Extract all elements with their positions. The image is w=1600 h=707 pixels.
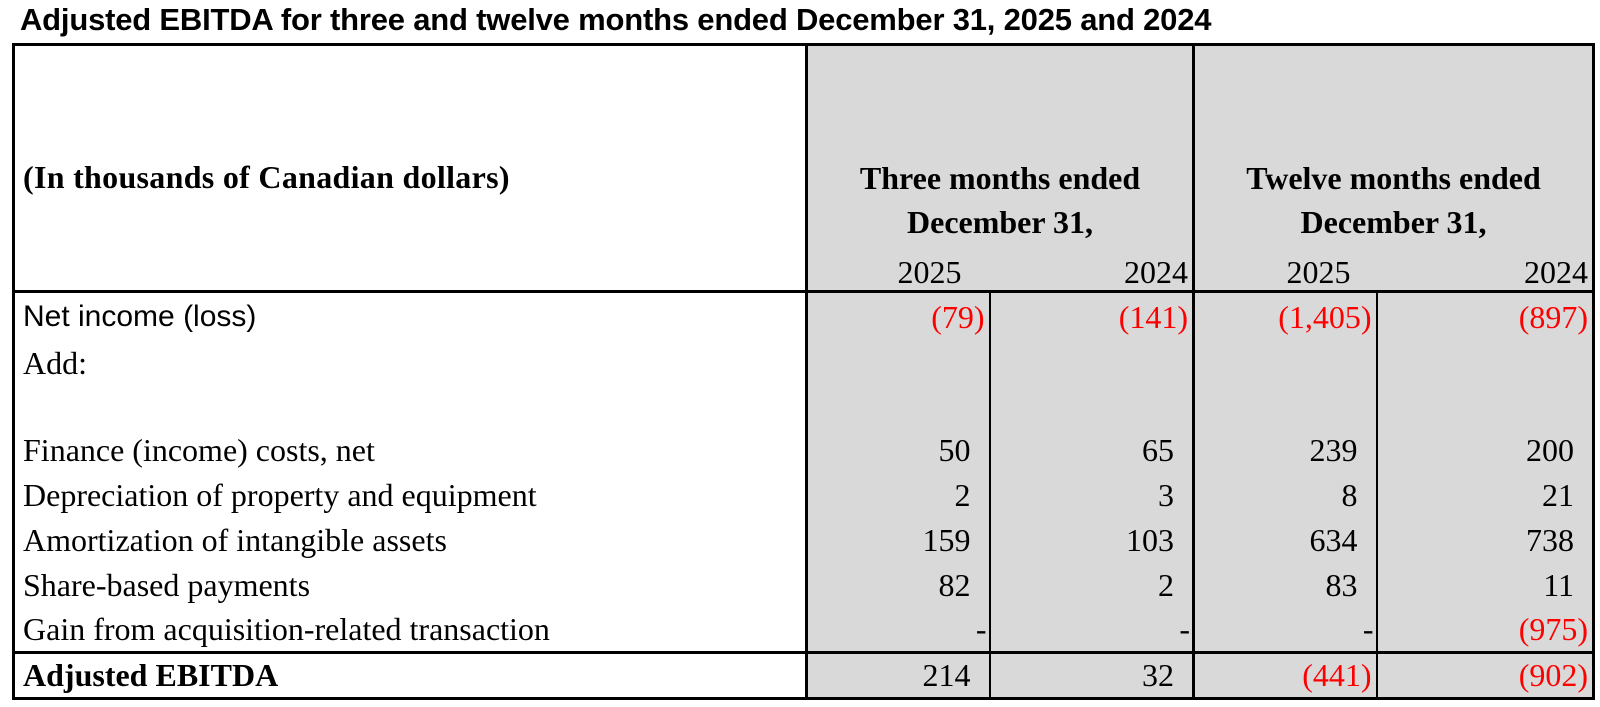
header-twelve-months-line1: Twelve months ended: [1246, 160, 1541, 197]
cell-empty: [805, 383, 990, 428]
cell-finance-12m-2024: 200: [1375, 427, 1596, 473]
cell-gain-12m-2024: (975): [1375, 607, 1596, 653]
row-label-depreciation: Depreciation of property and equipment: [12, 472, 807, 518]
header-year-row: 2025 2024 2025 2024: [14, 246, 1596, 292]
year-three-2025: 2025: [805, 246, 990, 292]
cell-empty: [1192, 342, 1377, 384]
cell-depreciation-3m-2025: 2: [805, 472, 990, 518]
cell-gain-3m-2024: -: [988, 607, 1194, 653]
cell-empty: [1375, 342, 1596, 384]
cell-empty: [988, 383, 1194, 428]
row-label-net-income: Net income (loss): [12, 289, 807, 343]
table-row: Add:: [12, 342, 1596, 384]
table-row: Share-based payments 82 2 83 11: [12, 562, 1596, 608]
cell-gain-3m-2025: -: [805, 607, 990, 653]
cell-net-income-3m-2025: (79): [805, 289, 990, 343]
table-row: Net income (loss) (79) (141) (1,405) (89…: [12, 289, 1596, 343]
cell-finance-3m-2025: 50: [805, 427, 990, 473]
row-label-share-based: Share-based payments: [12, 562, 807, 608]
units-label: (In thousands of Canadian dollars): [12, 43, 807, 292]
year-twelve-2025: 2025: [1192, 246, 1377, 292]
table-row: Gain from acquisition-related transactio…: [12, 607, 1596, 653]
table-row: Depreciation of property and equipment 2…: [12, 472, 1596, 518]
year-three-2024: 2024: [989, 246, 1194, 292]
cell-adjusted-ebitda-12m-2024: (902): [1375, 650, 1596, 701]
header-twelve-months: Twelve months ended December 31,: [1192, 43, 1596, 247]
header-group-row: (In thousands of Canadian dollars) Three…: [12, 43, 1596, 292]
table-row: Amortization of intangible assets 159 10…: [12, 517, 1596, 563]
cell-net-income-12m-2024: (897): [1375, 289, 1596, 343]
row-label-add: Add:: [12, 342, 807, 384]
table-row-spacer: [12, 383, 1596, 428]
table-row-total: Adjusted EBITDA 214 32 (441) (902): [12, 650, 1596, 701]
cell-adjusted-ebitda-12m-2025: (441): [1192, 650, 1377, 701]
header-three-months: Three months ended December 31,: [804, 43, 1194, 247]
adjusted-ebitda-table: (In thousands of Canadian dollars) Three…: [12, 43, 1596, 701]
cell-empty: [1375, 383, 1596, 428]
table-row: Finance (income) costs, net 50 65 239 20…: [12, 427, 1596, 473]
cell-empty: [988, 342, 1194, 384]
cell-share-based-3m-2024: 2: [988, 562, 1194, 608]
header-three-months-line2: December 31,: [907, 204, 1093, 241]
cell-empty: [1192, 383, 1377, 428]
cell-depreciation-12m-2025: 8: [1192, 472, 1377, 518]
header-three-months-line1: Three months ended: [859, 160, 1141, 197]
table-title: Adjusted EBITDA for three and twelve mon…: [20, 2, 1212, 37]
cell-adjusted-ebitda-3m-2025: 214: [805, 650, 990, 701]
row-label-gain: Gain from acquisition-related transactio…: [12, 607, 807, 653]
cell-adjusted-ebitda-3m-2024: 32: [988, 650, 1194, 701]
cell-amortization-3m-2025: 159: [805, 517, 990, 563]
cell-amortization-12m-2024: 738: [1375, 517, 1596, 563]
cell-share-based-3m-2025: 82: [805, 562, 990, 608]
row-label-adjusted-ebitda: Adjusted EBITDA: [12, 650, 807, 701]
year-twelve-2024: 2024: [1376, 246, 1596, 292]
row-label-finance: Finance (income) costs, net: [12, 427, 807, 473]
cell-net-income-3m-2024: (141): [988, 289, 1194, 343]
cell-finance-12m-2025: 239: [1192, 427, 1377, 473]
cell-empty: [12, 383, 807, 428]
cell-gain-12m-2025: -: [1192, 607, 1377, 653]
cell-net-income-12m-2025: (1,405): [1192, 289, 1377, 343]
cell-share-based-12m-2024: 11: [1375, 562, 1596, 608]
cell-amortization-12m-2025: 634: [1192, 517, 1377, 563]
cell-depreciation-12m-2024: 21: [1375, 472, 1596, 518]
header-twelve-months-line2: December 31,: [1300, 204, 1487, 241]
cell-finance-3m-2024: 65: [988, 427, 1194, 473]
cell-amortization-3m-2024: 103: [988, 517, 1194, 563]
cell-share-based-12m-2025: 83: [1192, 562, 1377, 608]
row-label-amortization: Amortization of intangible assets: [12, 517, 807, 563]
cell-depreciation-3m-2024: 3: [988, 472, 1194, 518]
cell-empty: [805, 342, 990, 384]
